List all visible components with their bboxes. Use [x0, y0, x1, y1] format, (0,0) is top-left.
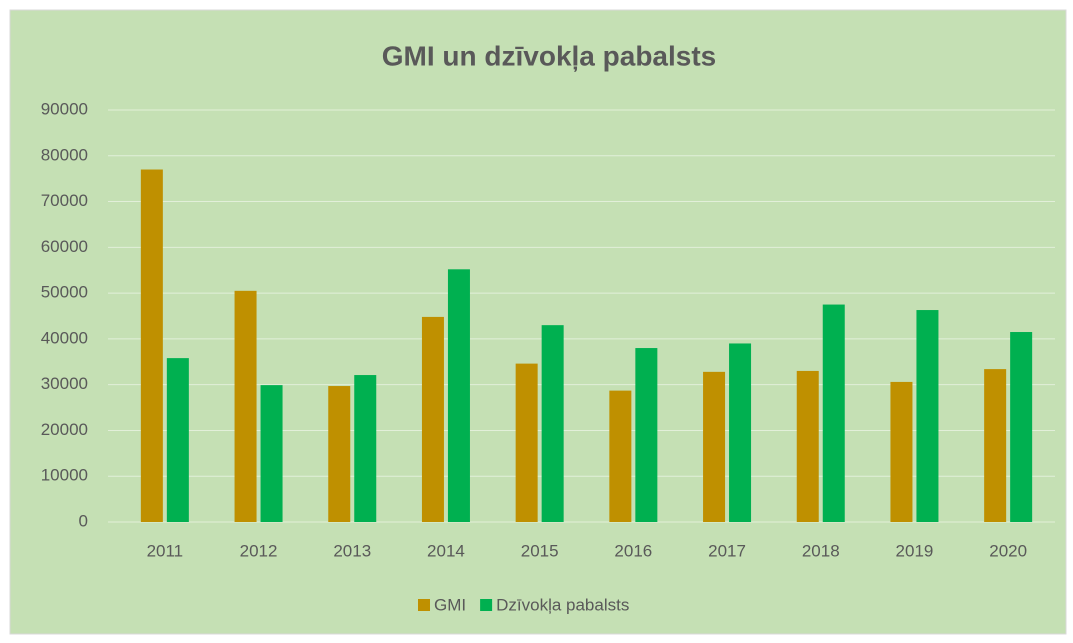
x-tick-label: 2017	[708, 541, 746, 560]
y-tick-label: 0	[79, 511, 88, 530]
bar	[703, 371, 726, 522]
legend-swatch	[480, 599, 493, 611]
x-tick-label: 2020	[989, 541, 1027, 560]
y-tick-label: 80000	[41, 145, 88, 164]
legend-swatch	[418, 599, 430, 611]
x-tick-label: 2012	[240, 541, 278, 560]
bar	[541, 325, 564, 522]
bar	[447, 269, 470, 522]
x-tick-label: 2014	[427, 541, 465, 560]
bar	[916, 310, 939, 522]
bar	[1010, 332, 1033, 522]
y-tick-label: 60000	[41, 237, 88, 256]
y-tick-label: 40000	[41, 328, 88, 347]
bar	[140, 169, 163, 522]
bar	[609, 390, 632, 522]
chart-background	[9, 9, 1067, 635]
bar	[890, 381, 913, 522]
bar	[354, 375, 377, 522]
x-tick-label: 2016	[614, 541, 652, 560]
bar	[796, 370, 819, 522]
y-tick-label: 30000	[41, 374, 88, 393]
y-tick-label: 10000	[41, 466, 88, 485]
bar	[984, 369, 1007, 522]
x-tick-label: 2019	[896, 541, 934, 560]
y-tick-label: 70000	[41, 191, 88, 210]
bar	[729, 343, 752, 522]
x-tick-label: 2015	[521, 541, 559, 560]
bar	[822, 304, 845, 522]
bar	[234, 290, 257, 522]
legend-label: Dzīvokļa pabalsts	[496, 595, 629, 614]
bar	[635, 348, 658, 522]
legend-label: GMI	[434, 595, 466, 614]
x-tick-label: 2013	[333, 541, 371, 560]
chart-title: GMI un dzīvokļa pabalsts	[382, 40, 717, 71]
x-tick-label: 2011	[147, 541, 184, 560]
bar	[260, 385, 283, 522]
bar	[515, 363, 538, 522]
y-tick-label: 50000	[41, 283, 88, 302]
bar	[166, 358, 189, 522]
bar	[421, 316, 444, 522]
y-tick-label: 90000	[41, 99, 88, 118]
bar	[328, 386, 351, 522]
x-tick-label: 2018	[802, 541, 840, 560]
y-tick-label: 20000	[41, 420, 88, 439]
